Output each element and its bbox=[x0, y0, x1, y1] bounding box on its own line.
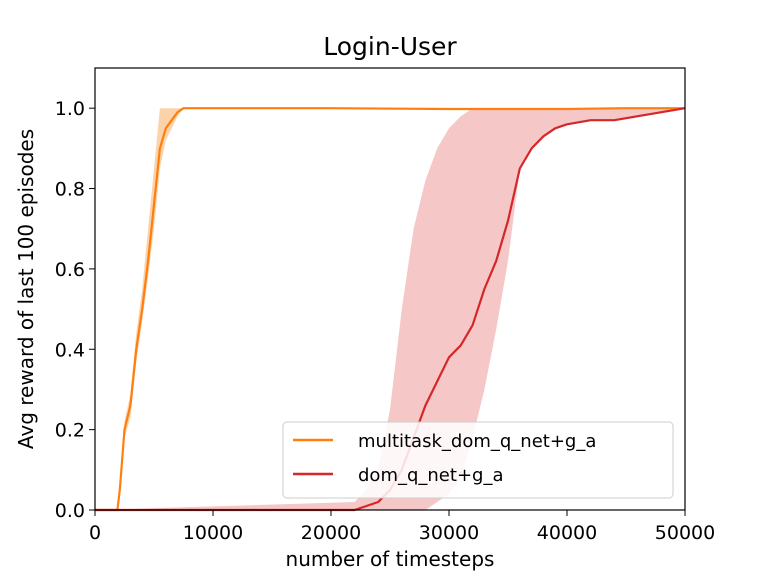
y-tick-label: 0.2 bbox=[55, 420, 85, 442]
y-tick-label: 0.6 bbox=[55, 259, 85, 281]
legend-label-dom-q-net: dom_q_net+g_a bbox=[358, 465, 503, 486]
y-tick-label: 0.4 bbox=[55, 339, 85, 361]
y-axis-label: Avg reward of last 100 episodes bbox=[14, 129, 38, 449]
y-axis-ticks: 0.0 0.2 0.4 0.6 0.8 1.0 bbox=[55, 98, 95, 522]
plot-frame bbox=[94, 67, 686, 511]
legend-box bbox=[282, 421, 674, 499]
x-tick-label: 0 bbox=[89, 522, 101, 544]
x-axis-ticks: 0 10000 20000 30000 40000 50000 bbox=[89, 510, 715, 544]
y-tick-label: 0.8 bbox=[55, 179, 85, 201]
y-tick-label: 0.0 bbox=[55, 500, 85, 522]
y-tick-label: 1.0 bbox=[55, 98, 85, 120]
series-line-0 bbox=[95, 107, 685, 512]
legend: multitask_dom_q_net+g_a dom_q_net+g_a bbox=[282, 421, 674, 499]
x-tick-label: 40000 bbox=[537, 522, 597, 544]
x-tick-label: 50000 bbox=[655, 522, 715, 544]
x-axis-label: number of timesteps bbox=[286, 547, 495, 571]
legend-label-multitask: multitask_dom_q_net+g_a bbox=[358, 431, 596, 452]
x-tick-label: 10000 bbox=[183, 522, 243, 544]
chart-title: Login-User bbox=[323, 32, 457, 61]
x-tick-label: 30000 bbox=[419, 522, 479, 544]
x-tick-label: 20000 bbox=[301, 522, 361, 544]
